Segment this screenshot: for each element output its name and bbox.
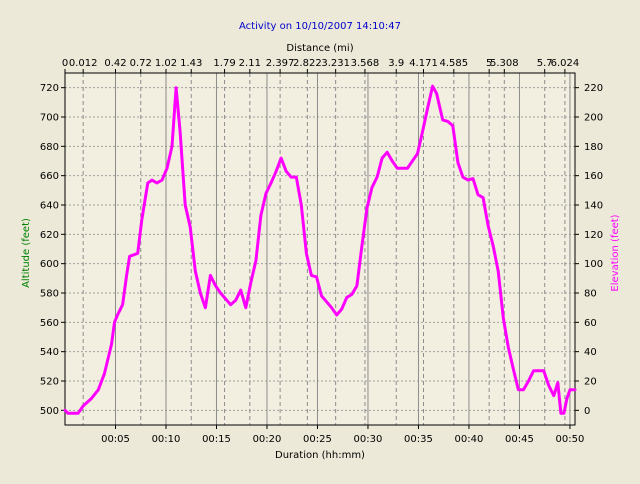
bottom-tick-label: 00:40 <box>455 434 484 445</box>
right-tick-label: 80 <box>584 289 597 300</box>
right-axis-title: Elevation (feet) <box>610 214 621 291</box>
left-tick-label: 640 <box>40 201 59 212</box>
top-tick-label: 3.231 <box>321 58 350 69</box>
bottom-tick-label: 00:25 <box>303 434 332 445</box>
bottom-tick-label: 00:05 <box>101 434 130 445</box>
right-tick-label: 120 <box>584 230 603 241</box>
right-tick-label: 140 <box>584 201 603 212</box>
plot-area <box>65 73 575 425</box>
left-tick-label: 660 <box>40 171 59 182</box>
top-tick-label: 0.42 <box>104 58 126 69</box>
left-tick-label: 580 <box>40 289 59 300</box>
left-tick-label: 520 <box>40 377 59 388</box>
top-tick-label: 6.024 <box>551 58 580 69</box>
top-tick-label: 1.02 <box>155 58 177 69</box>
left-tick-label: 680 <box>40 142 59 153</box>
bottom-tick-label: 00:50 <box>556 434 585 445</box>
top-tick-label: 5 <box>486 58 492 69</box>
right-tick-label: 160 <box>584 171 603 182</box>
top-tick-label: 0 <box>62 58 68 69</box>
left-tick-label: 720 <box>40 83 59 94</box>
right-tick-label: 100 <box>584 259 603 270</box>
bottom-axis-title: Duration (hh:mm) <box>275 450 365 461</box>
top-tick-label: 0.72 <box>130 58 152 69</box>
top-tick-label: 4.585 <box>439 58 468 69</box>
elevation-series-line <box>63 84 577 415</box>
plot-frame <box>64 72 576 426</box>
right-tick-label: 60 <box>584 318 597 329</box>
right-tick-label: 40 <box>584 347 597 358</box>
top-tick-label: 3.9 <box>388 58 404 69</box>
series-layer <box>63 84 577 415</box>
right-tick-label: 180 <box>584 142 603 153</box>
left-tick-label: 540 <box>40 347 59 358</box>
bottom-tick-label: 00:35 <box>404 434 433 445</box>
top-tick-label: 5.308 <box>490 58 519 69</box>
top-tick-label: 1.43 <box>180 58 202 69</box>
top-tick-label: 2.397 <box>266 58 295 69</box>
left-tick-label: 500 <box>40 406 59 417</box>
top-tick-label: 4.171 <box>409 58 438 69</box>
left-tick-label: 700 <box>40 113 59 124</box>
top-tick-label: 2.11 <box>239 58 261 69</box>
top-axis-title: Distance (mi) <box>286 43 353 54</box>
right-tick-label: 220 <box>584 83 603 94</box>
right-tick-label: 0 <box>584 406 590 417</box>
left-tick-label: 600 <box>40 259 59 270</box>
axis-ticks: 5005205405605806006206406606807007200204… <box>40 58 603 445</box>
bottom-tick-label: 00:15 <box>202 434 231 445</box>
bottom-tick-label: 00:20 <box>253 434 282 445</box>
left-tick-label: 620 <box>40 230 59 241</box>
top-tick-label: 2.822 <box>293 58 322 69</box>
left-axis-title: Altitude (feet) <box>21 218 32 288</box>
left-tick-label: 560 <box>40 318 59 329</box>
top-tick-label: 5.7 <box>537 58 553 69</box>
bottom-tick-label: 00:45 <box>505 434 534 445</box>
top-tick-label: 0.012 <box>69 58 98 69</box>
right-tick-label: 20 <box>584 377 597 388</box>
bottom-tick-label: 00:30 <box>354 434 383 445</box>
top-tick-label: 1.79 <box>213 58 235 69</box>
bottom-tick-label: 00:10 <box>152 434 181 445</box>
chart-title: Activity on 10/10/2007 14:10:47 <box>239 21 401 32</box>
top-tick-label: 3.568 <box>351 58 380 69</box>
right-tick-label: 200 <box>584 113 603 124</box>
